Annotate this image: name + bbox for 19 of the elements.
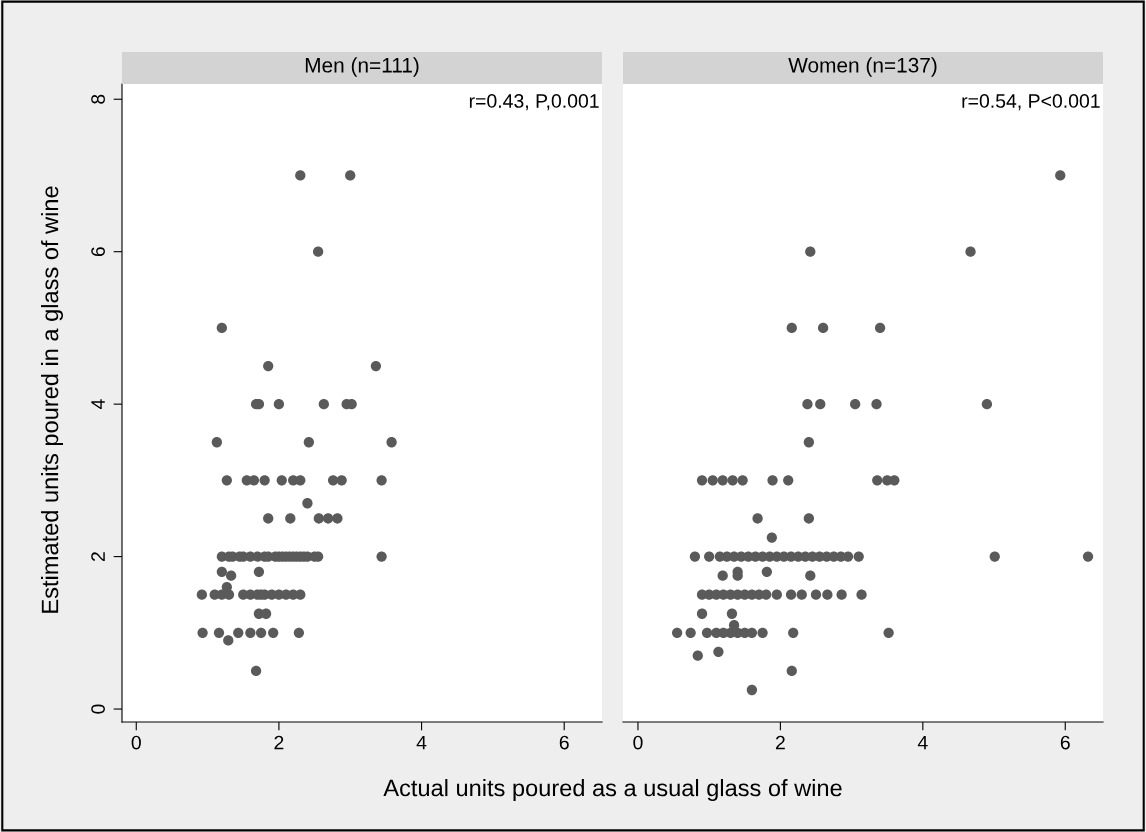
x-tick-label: 0 (633, 735, 643, 750)
x-tick-label: 2 (775, 735, 785, 750)
annotation: r=0.54, P<0.001 (962, 94, 1100, 111)
x-tick-label: 4 (416, 735, 427, 750)
y-axis-title: Estimated units poured in a glass of wine (41, 186, 63, 613)
x-tick-label: 6 (559, 735, 569, 750)
y-tick-label: 0 (91, 704, 105, 714)
x-tick-label: 0 (131, 735, 141, 750)
y-tick-label: 4 (91, 399, 105, 410)
x-axis-title: Actual units poured as a usual glass of wine (383, 778, 842, 802)
x-tick-label: 2 (274, 735, 284, 750)
annotation: r=0.43, P,0.001 (469, 94, 599, 111)
chart-title: Men (n=111) (305, 57, 419, 77)
x-tick-label: 4 (917, 735, 928, 750)
y-tick-label: 6 (91, 247, 105, 257)
y-tick-label: 2 (91, 552, 105, 562)
x-tick-label: 6 (1060, 735, 1070, 750)
chart-title: Women (n=137) (788, 57, 937, 77)
y-tick-label: 8 (91, 94, 105, 104)
